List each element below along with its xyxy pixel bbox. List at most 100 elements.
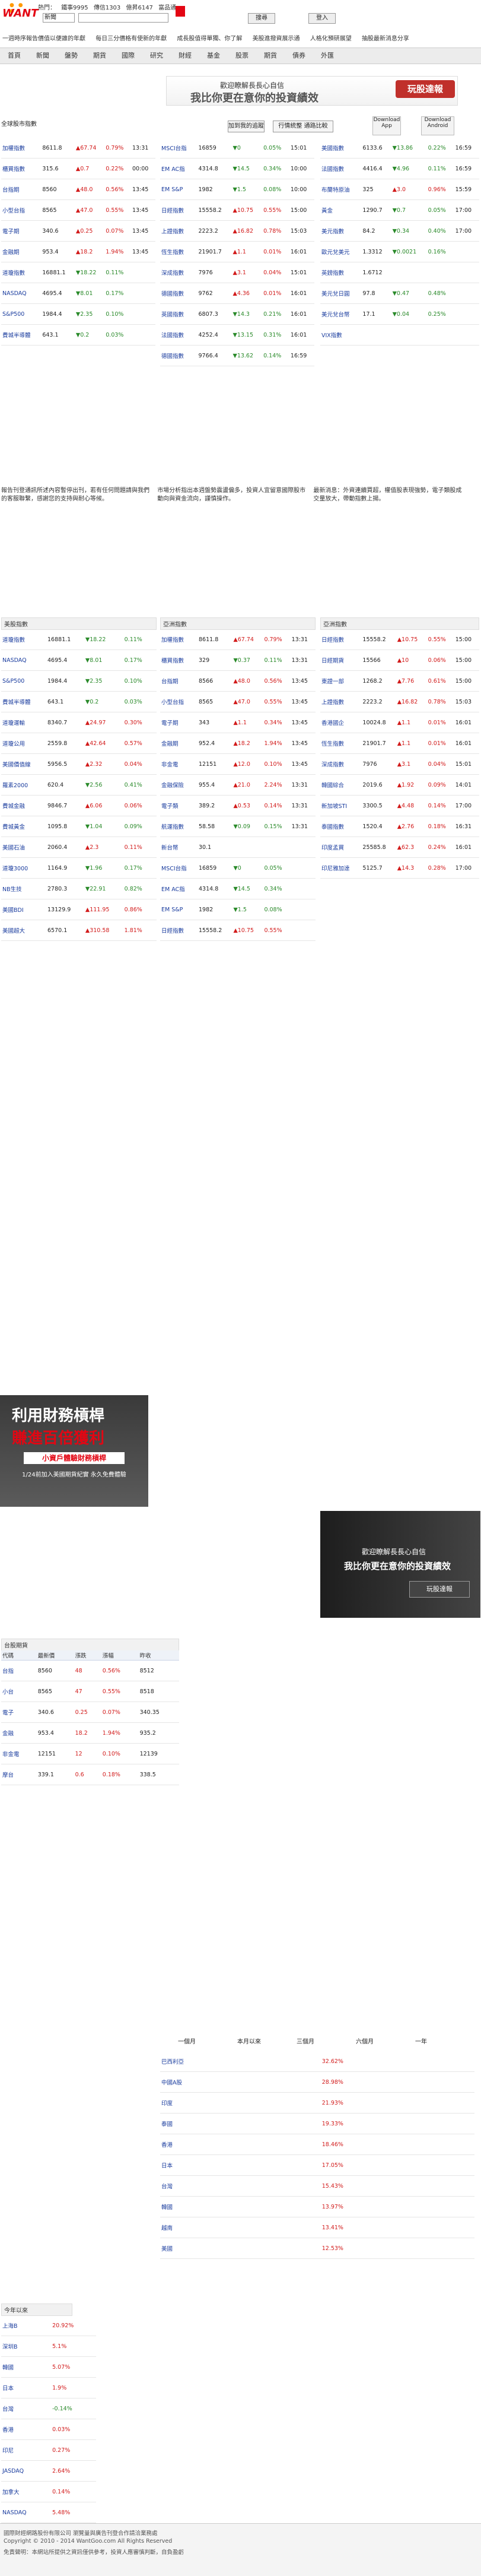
quote-name[interactable]: 道瓊3000: [1, 857, 47, 879]
quote-name[interactable]: 新台幣: [160, 837, 198, 858]
ytd-row[interactable]: 韓國 5.07%: [1, 2356, 96, 2378]
quote-name[interactable]: 韓國綜合: [320, 774, 362, 796]
fund-row[interactable]: 日本 17.05%: [160, 2154, 474, 2176]
quote-row[interactable]: 金融保險 955.4 ▲21.0 2.24% 13:31: [160, 774, 316, 796]
quote-row[interactable]: 東證一部 1268.2 ▲7.76 0.61% 15:00: [320, 670, 479, 692]
quote-name[interactable]: 英國指數: [160, 303, 198, 325]
futures-row[interactable]: 金融 953.4 18.2 1.94% 935.2: [1, 1722, 179, 1744]
quote-name[interactable]: 日經指數: [160, 920, 198, 941]
quote-row[interactable]: S&P500 1984.4 ▼2.35 0.10%: [1, 670, 157, 692]
market-summary-button[interactable]: 行情統整 通路比較: [273, 121, 333, 132]
quote-row[interactable]: 櫃買指數 329 ▼0.37 0.11% 13:31: [160, 649, 316, 671]
fund-tab[interactable]: 六個月: [356, 2039, 374, 2045]
quote-row[interactable]: NASDAQ 4695.4 ▼8.01 0.17%: [1, 283, 155, 304]
fund-row[interactable]: 中國A股 28.98%: [160, 2071, 474, 2093]
futures-row[interactable]: 非金電 12151 12 0.10% 12139: [1, 1743, 179, 1764]
quote-name[interactable]: 道瓊運輸: [1, 712, 47, 733]
fund-row[interactable]: 越南 13.41%: [160, 2217, 474, 2238]
ytd-row[interactable]: 印尼 0.27%: [1, 2439, 96, 2461]
futures-row[interactable]: 摩台 339.1 0.6 0.18% 338.5: [1, 1764, 179, 1785]
quote-name[interactable]: 泰國指數: [320, 816, 362, 837]
quote-name[interactable]: S&P500: [1, 303, 42, 325]
quote-name[interactable]: 印度孟買: [320, 837, 362, 858]
ytd-row[interactable]: 日本 1.9%: [1, 2377, 96, 2398]
quote-row[interactable]: 美國價值線 5956.5 ▲2.32 0.04%: [1, 753, 157, 775]
quote-name[interactable]: 非金電: [160, 753, 198, 775]
ad-button[interactable]: 玩股達報: [409, 1581, 470, 1598]
ytd-name[interactable]: 韓國: [1, 2356, 52, 2378]
login-button[interactable]: 登入: [308, 13, 336, 24]
quote-row[interactable]: 美國指數 6133.6 ▼13.86 0.22% 16:59: [320, 138, 479, 159]
quote-row[interactable]: 美國超大 6570.1 ▲310.58 1.81%: [1, 920, 157, 941]
futures-row[interactable]: 小台 8565 47 0.55% 8518: [1, 1681, 179, 1702]
quote-row[interactable]: 台指期 8566 ▲48.0 0.56% 13:45: [160, 670, 316, 692]
quote-row[interactable]: MSCI台指 16859 ▼0 0.05%: [160, 857, 316, 879]
quote-name[interactable]: 上證指數: [320, 691, 362, 712]
news-paragraph[interactable]: 報告刊登通訊所述內容暫停出刊，若有任何問題請與我們的客服聯繫，感謝您的支持與耐心…: [1, 487, 149, 502]
quote-row[interactable]: 費城半導體 643.1 ▼0.2 0.03%: [1, 324, 155, 346]
ytd-row[interactable]: 深圳B 5.1%: [1, 2336, 96, 2357]
ytd-row[interactable]: 上海B 20.92%: [1, 2315, 96, 2336]
top-link[interactable]: 每日三分價格有使新的年獻: [95, 36, 167, 42]
quote-row[interactable]: 英鎊指數 1.6712: [320, 262, 479, 283]
quote-name[interactable]: 黃金: [320, 199, 362, 221]
quote-name[interactable]: 美元兌台幣: [320, 303, 362, 325]
quote-name[interactable]: MSCI台指: [160, 138, 198, 159]
top-link[interactable]: 美股進撥資展示通: [252, 36, 300, 42]
quote-name[interactable]: 台指期: [160, 670, 198, 692]
quote-row[interactable]: S&P500 1984.4 ▼2.35 0.10%: [1, 303, 155, 325]
nav-item[interactable]: 外匯: [321, 52, 334, 59]
quote-row[interactable]: 道瓊公用 2559.8 ▲42.64 0.57%: [1, 733, 157, 754]
top-link[interactable]: 成長股值得單獨、你了解: [177, 36, 243, 42]
quote-row[interactable]: 法國指數 4416.4 ▼4.96 0.11% 16:59: [320, 158, 479, 179]
quote-name[interactable]: 深成指數: [320, 753, 362, 775]
quote-row[interactable]: 德國指數 9766.4 ▼13.62 0.14% 16:59: [160, 345, 314, 366]
quote-name[interactable]: VIX指數: [320, 324, 362, 346]
quote-name[interactable]: 東證一部: [320, 670, 362, 692]
promo-icon[interactable]: [176, 6, 185, 17]
quote-name[interactable]: 德國指數: [160, 345, 198, 366]
ytd-row[interactable]: 台灣 -0.14%: [1, 2398, 96, 2419]
quote-name[interactable]: 德國指數: [160, 283, 198, 304]
quote-name[interactable]: 上證指數: [160, 220, 198, 242]
quote-row[interactable]: 美元指數 84.2 ▼0.34 0.40% 17:00: [320, 220, 479, 242]
quote-row[interactable]: 布蘭特原油 325 ▲3.0 0.96% 15:59: [320, 179, 479, 200]
fund-name[interactable]: 美國: [160, 2238, 321, 2259]
quote-row[interactable]: 羅素2000 620.4 ▼2.56 0.41%: [1, 774, 157, 796]
nav-item[interactable]: 國際: [122, 52, 135, 59]
quote-name[interactable]: 日經期貨: [320, 649, 362, 671]
quote-row[interactable]: 美國BDI 13129.9 ▲111.95 0.86%: [1, 899, 157, 920]
hot-word[interactable]: 傳信1303: [93, 5, 121, 11]
quote-name[interactable]: 深成指數: [160, 262, 198, 283]
top-link[interactable]: 人格化預研展望: [310, 36, 352, 42]
quote-name[interactable]: NASDAQ: [1, 649, 47, 671]
fund-name[interactable]: 中國A股: [160, 2071, 321, 2093]
quote-name[interactable]: 日經指數: [320, 629, 362, 650]
quote-row[interactable]: 日經指數 15558.2 ▲10.75 0.55% 15:00: [320, 629, 479, 650]
quote-row[interactable]: 印尼雅加達 5125.7 ▲14.3 0.28% 17:00: [320, 857, 479, 879]
news-paragraph[interactable]: 最新消息：外資連續買超，權值股表現強勢，電子類股成交量放大，帶動指數上揚。: [313, 487, 462, 502]
quote-name[interactable]: 金融期: [1, 241, 42, 262]
banner-badge[interactable]: 玩股達報: [396, 80, 455, 98]
quote-row[interactable]: 電子期 340.6 ▲0.25 0.07% 13:45: [1, 220, 155, 242]
quote-name[interactable]: 航運指數: [160, 816, 198, 837]
fund-name[interactable]: 巴西利亞: [160, 2051, 321, 2072]
quote-row[interactable]: 印度孟買 25585.8 ▲62.3 0.24% 16:01: [320, 837, 479, 858]
fund-name[interactable]: 台灣: [160, 2175, 321, 2197]
quote-row[interactable]: 上證指數 2223.2 ▲16.82 0.78% 15:03: [160, 220, 314, 242]
quote-name[interactable]: 法國指數: [320, 158, 362, 179]
quote-name[interactable]: 美國指數: [320, 138, 362, 159]
add-tracking-button[interactable]: 加到我的追蹤: [228, 121, 265, 132]
quote-name[interactable]: 加權指數: [1, 138, 42, 159]
news-paragraph[interactable]: 市場分析指出本週盤勢震盪偏多，投資人宜留意國際股市動向與資金流向，謹慎操作。: [157, 487, 306, 502]
fund-name[interactable]: 韓國: [160, 2196, 321, 2217]
quote-name[interactable]: 台指期: [1, 179, 42, 200]
quote-row[interactable]: NASDAQ 4695.4 ▼8.01 0.17%: [1, 649, 157, 671]
quote-row[interactable]: 美元兌台幣 17.1 ▼0.04 0.25%: [320, 303, 479, 325]
quote-name[interactable]: 英鎊指數: [320, 262, 362, 283]
quote-row[interactable]: 加權指數 8611.8 ▲67.74 0.79% 13:31: [160, 629, 316, 650]
quote-row[interactable]: 新加坡STI 3300.5 ▲4.48 0.14% 17:00: [320, 795, 479, 816]
quote-row[interactable]: 費城金融 9846.7 ▲6.06 0.06%: [1, 795, 157, 816]
search-input[interactable]: [78, 13, 168, 23]
quote-name[interactable]: 道瓊指數: [1, 629, 47, 650]
